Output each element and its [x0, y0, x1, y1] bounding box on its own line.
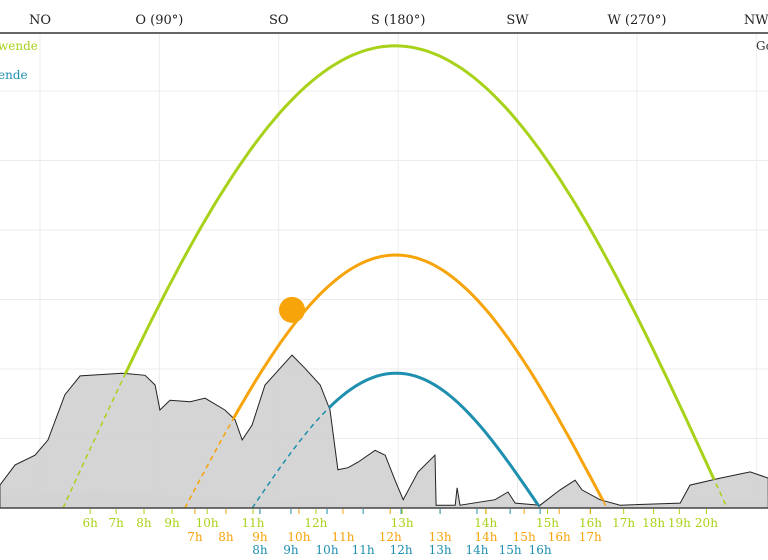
hour-label: 8h: [218, 530, 234, 544]
equinox-path: [183, 253, 609, 506]
hour-label: 16h: [548, 530, 571, 544]
hour-label: 7h: [187, 530, 203, 544]
direction-label: NO: [29, 13, 51, 28]
hour-label: 18h: [642, 516, 665, 530]
hour-label: 19h: [668, 516, 691, 530]
hour-label: 15h: [536, 516, 559, 530]
hour-label: 17h: [612, 516, 635, 530]
hour-label: 13h: [391, 516, 414, 530]
hour-label: 16h: [529, 543, 552, 557]
hour-label: 14h: [465, 543, 488, 557]
hour-label: 9h: [164, 516, 180, 530]
hour-label: 11h: [352, 543, 375, 557]
current-sun-marker: [279, 296, 306, 323]
direction-label: S (180°): [371, 13, 426, 28]
hour-label: 15h: [513, 530, 536, 544]
hour-label: 16h: [579, 516, 602, 530]
hour-label: 9h: [283, 543, 299, 557]
direction-label: SW: [506, 13, 529, 28]
hour-label: 12h: [390, 543, 413, 557]
direction-labels: NO O (90°) SO S (180°) SW W (270°) NW: [29, 13, 768, 28]
direction-label: W (270°): [607, 13, 666, 28]
hour-label: 15h: [499, 543, 522, 557]
legend-winter: ende: [0, 68, 28, 82]
horizon-terrain: [0, 354, 768, 509]
hour-label: 6h: [82, 516, 98, 530]
hour-label: 12h: [379, 530, 402, 544]
hour-label: 13h: [429, 530, 452, 544]
direction-label: O (90°): [135, 13, 183, 28]
hour-label: 10h: [287, 530, 310, 544]
hour-label: 11h: [331, 530, 354, 544]
hour-label: 8h: [136, 516, 152, 530]
legend-right: Go: [756, 39, 768, 53]
hour-label: 20h: [695, 516, 718, 530]
hour-label: 17h: [579, 530, 602, 544]
hour-label: 13h: [429, 543, 452, 557]
hour-label: 8h: [252, 543, 268, 557]
hour-labels: 6h 7h 8h 9h 10h 11h 12h 13h 14h 15h 16h 17h 18h 19h 20…: [82, 509, 718, 557]
hour-label: 7h: [108, 516, 124, 530]
hour-label: 14h: [474, 516, 497, 530]
hour-label: 9h: [252, 530, 268, 544]
hour-label: 10h: [316, 543, 339, 557]
legend-summer: wende: [0, 39, 38, 53]
hour-label: 14h: [474, 530, 497, 544]
hour-label: 10h: [196, 516, 219, 530]
hour-label: 12h: [304, 516, 327, 530]
direction-label: NW: [744, 13, 768, 28]
sun-paths: [61, 44, 729, 509]
hour-label: 11h: [242, 516, 265, 530]
summer-solstice-path: [61, 44, 729, 506]
direction-label: SO: [269, 13, 289, 28]
